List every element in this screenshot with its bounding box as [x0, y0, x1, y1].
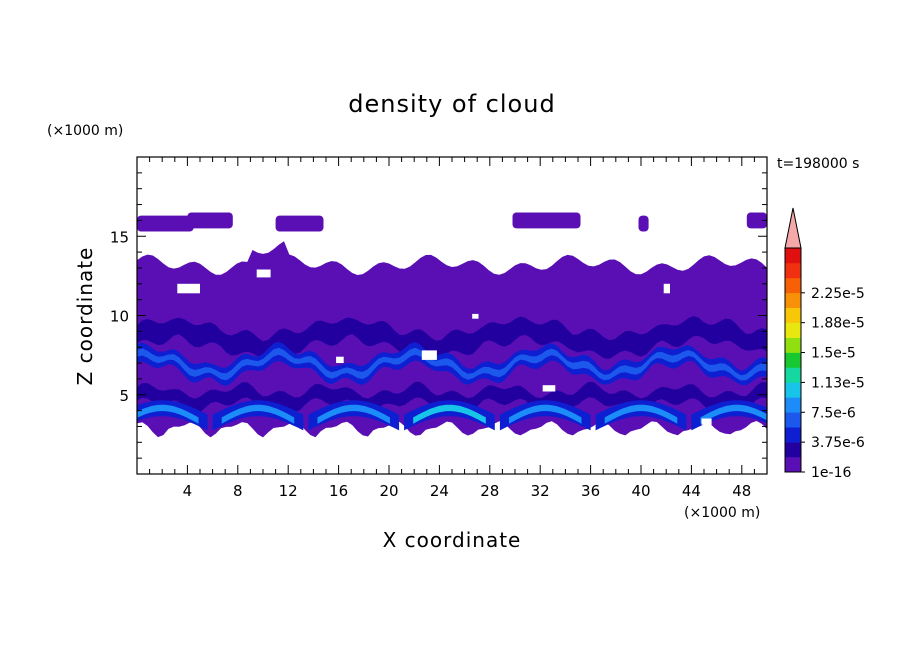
colorbar-swatch	[785, 397, 801, 413]
colorbar-swatch	[785, 352, 801, 368]
lower-arch	[499, 400, 591, 431]
y-axis-ticks: 5 10 15	[110, 172, 767, 459]
clear-air-gap	[701, 418, 712, 425]
y-unit-label: (×1000 m)	[47, 123, 123, 139]
colorbar-swatch	[785, 412, 801, 428]
lower-arch-core	[221, 404, 295, 424]
colorbar: 1e-16 3.75e-6 7.5e-6 1.13e-5 1.5e-5 1.88e-5 2.…	[784, 207, 865, 481]
time-label: t=198000 s	[777, 156, 859, 172]
lower-arch	[212, 400, 304, 431]
upper-cloud-patch	[187, 212, 233, 229]
colorbar-label: 1.5e-5	[811, 346, 856, 362]
clear-air-gap	[542, 385, 556, 392]
x-tick-label: 24	[430, 482, 449, 500]
mid-band-core	[137, 347, 767, 381]
clear-air-gap	[472, 313, 479, 319]
chart-title: density of cloud	[348, 90, 555, 118]
lower-arch-core	[413, 404, 486, 424]
upper-cloud-patch	[137, 215, 194, 232]
colorbar-label: 7.5e-6	[811, 405, 856, 421]
lower-arch-core	[509, 404, 582, 424]
colorbar-swatch	[785, 337, 801, 353]
colorbar-swatch	[785, 307, 801, 323]
colorbar-swatch	[785, 262, 801, 279]
x-tick-label: 8	[233, 482, 243, 500]
colorbar-swatch	[785, 248, 801, 264]
lower-arch-core	[604, 404, 678, 424]
y-tick-label: 15	[110, 228, 129, 246]
colorbar-label: 1e-16	[811, 465, 851, 481]
upper-cloud-patch	[638, 215, 649, 232]
colorbar-swatch	[785, 457, 801, 473]
x-unit-label: (×1000 m)	[684, 505, 760, 521]
colorbar-swatch	[785, 382, 801, 398]
low-band-dark	[137, 381, 767, 415]
colorbar-label: 1.88e-5	[811, 316, 865, 332]
clear-air-gap	[663, 283, 670, 294]
lower-arch	[595, 400, 687, 431]
colorbar-overflow-triangle	[784, 207, 802, 249]
lower-arch-core	[137, 404, 199, 424]
x-tick-label: 16	[329, 482, 348, 500]
upper-cloud-patch	[512, 212, 581, 229]
x-axis-ticks: 4 8 12 16 20 24 28 32 36 40 44 48	[149, 157, 755, 500]
y-axis-label: Z coordinate	[73, 247, 97, 386]
clear-air-gap	[177, 283, 200, 294]
x-tick-label: 40	[631, 482, 650, 500]
cloud-field	[137, 212, 767, 438]
y-tick-label: 10	[110, 308, 129, 326]
colorbar-label: 1.13e-5	[811, 375, 865, 391]
lower-arch-core	[700, 404, 767, 424]
clear-air-gap	[256, 269, 271, 278]
lower-arch-core	[317, 404, 390, 424]
colorbar-swatch	[785, 442, 801, 458]
colorbar-label: 3.75e-6	[811, 435, 865, 451]
x-tick-label: 28	[480, 482, 499, 500]
mid-band-dark	[137, 316, 767, 359]
x-tick-label: 36	[581, 482, 600, 500]
x-tick-label: 20	[379, 482, 398, 500]
lower-arch	[308, 400, 400, 431]
colorbar-swatch	[785, 277, 801, 294]
x-tick-label: 48	[732, 482, 751, 500]
colorbar-swatch	[785, 292, 801, 309]
x-tick-label: 12	[279, 482, 298, 500]
clear-air-gap	[421, 350, 437, 360]
upper-cloud-patch	[275, 215, 324, 232]
x-tick-label: 32	[531, 482, 550, 500]
x-tick-label: 44	[682, 482, 701, 500]
upper-cloud-patch	[746, 212, 767, 229]
x-tick-label: 4	[183, 482, 193, 500]
lower-arch	[404, 400, 495, 431]
colorbar-label: 2.25e-5	[811, 286, 865, 302]
colorbar-frame	[784, 247, 802, 473]
clear-air-gap	[336, 356, 344, 363]
colorbar-swatch	[785, 322, 801, 338]
x-axis-label: X coordinate	[383, 528, 522, 552]
colorbar-swatch	[785, 367, 801, 383]
y-tick-label: 5	[119, 387, 129, 405]
colorbar-swatch	[785, 427, 801, 443]
